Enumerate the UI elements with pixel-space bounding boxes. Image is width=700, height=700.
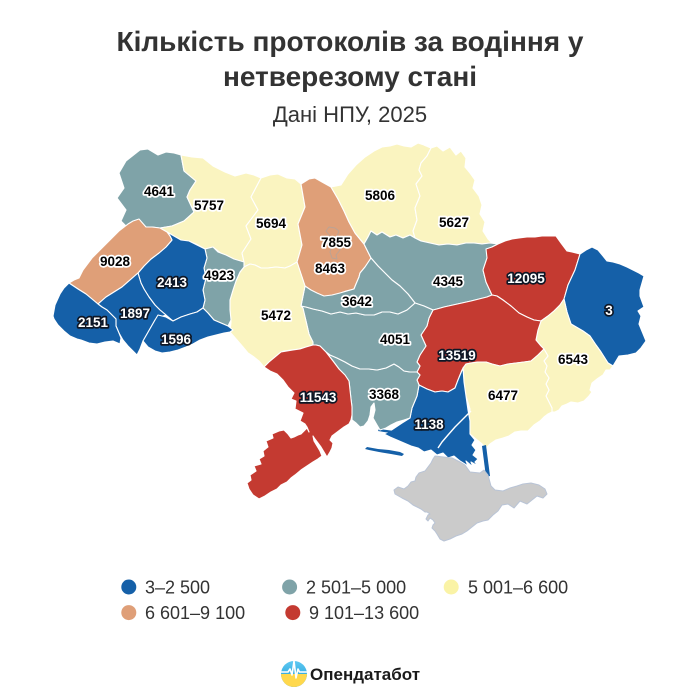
svg-text:3: 3: [605, 303, 613, 318]
svg-text:6543: 6543: [558, 352, 589, 367]
svg-text:5472: 5472: [261, 308, 291, 323]
svg-text:2 501–5 000: 2 501–5 000: [306, 578, 406, 598]
svg-text:4641: 4641: [144, 184, 175, 199]
svg-text:12095: 12095: [507, 271, 545, 286]
svg-text:1897: 1897: [120, 306, 150, 321]
svg-text:9 101–13 600: 9 101–13 600: [309, 603, 419, 623]
svg-text:5 001–6 600: 5 001–6 600: [468, 578, 568, 598]
svg-text:1596: 1596: [161, 332, 192, 347]
svg-text:5806: 5806: [365, 188, 396, 203]
svg-text:5694: 5694: [256, 216, 287, 231]
svg-text:3642: 3642: [342, 294, 372, 309]
svg-text:13519: 13519: [438, 348, 476, 363]
svg-text:2151: 2151: [78, 315, 109, 330]
svg-text:2413: 2413: [157, 275, 188, 290]
svg-text:4923: 4923: [204, 268, 235, 283]
svg-text:Опендатабот: Опендатабот: [310, 665, 420, 684]
svg-text:3368: 3368: [369, 387, 400, 402]
svg-text:6 601–9 100: 6 601–9 100: [145, 603, 245, 623]
svg-text:1138: 1138: [414, 417, 444, 432]
svg-text:11543: 11543: [300, 390, 337, 405]
svg-text:4051: 4051: [380, 332, 411, 347]
svg-text:6477: 6477: [488, 388, 518, 403]
svg-text:5627: 5627: [439, 215, 469, 230]
svg-text:8463: 8463: [315, 261, 346, 276]
svg-text:3–2 500: 3–2 500: [145, 578, 210, 598]
svg-text:5757: 5757: [194, 198, 224, 213]
svg-text:4345: 4345: [433, 274, 464, 289]
svg-text:9028: 9028: [100, 254, 131, 269]
svg-text:7855: 7855: [321, 235, 352, 250]
